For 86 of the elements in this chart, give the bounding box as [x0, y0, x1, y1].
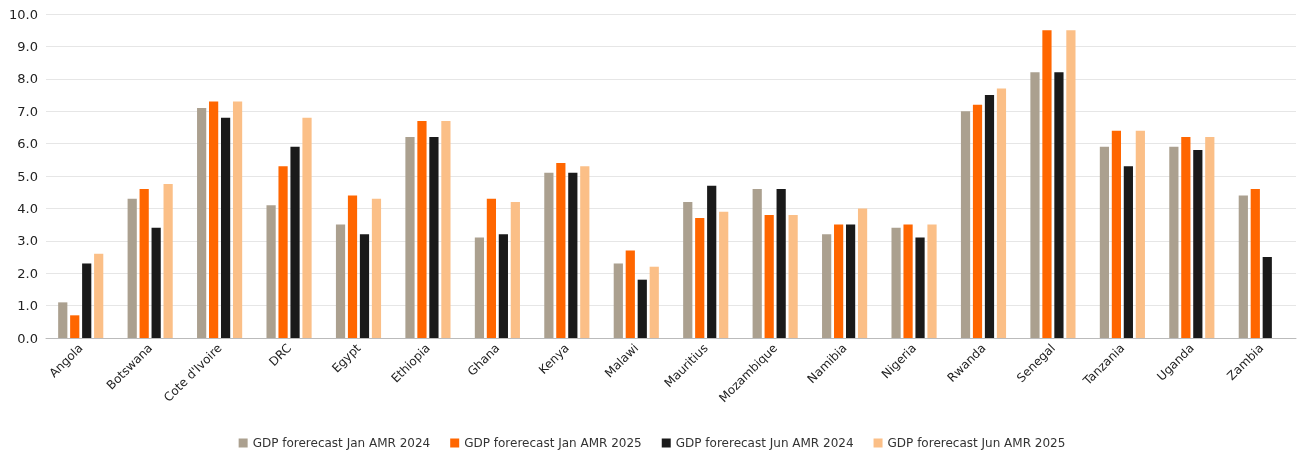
y-tick-label: 6.0 — [17, 136, 38, 152]
bar — [1042, 30, 1052, 338]
bar — [1111, 130, 1122, 338]
bar — [127, 198, 137, 338]
bar — [613, 263, 623, 338]
bar — [441, 120, 451, 338]
y-tick-label: 9.0 — [17, 38, 38, 54]
bar — [649, 266, 659, 338]
legend-label: GDP forerecast Jan AMR 2024 — [252, 436, 431, 450]
y-tick-label: 8.0 — [17, 71, 38, 87]
bar — [94, 253, 104, 338]
bar — [556, 163, 566, 338]
bar — [82, 263, 92, 338]
bar — [209, 101, 219, 338]
bar — [302, 117, 312, 338]
bar — [1099, 146, 1110, 338]
bar — [996, 88, 1007, 338]
y-tick-label: 1.0 — [17, 298, 38, 314]
bar — [1054, 72, 1064, 338]
bar — [788, 214, 798, 338]
bar — [891, 227, 901, 338]
y-tick-label: 4.0 — [17, 200, 38, 216]
bar — [510, 201, 520, 338]
y-tick-label: 5.0 — [17, 168, 38, 184]
bar — [857, 208, 868, 338]
bar — [1193, 150, 1203, 338]
bar — [719, 211, 729, 338]
bar — [139, 188, 149, 338]
bar — [429, 137, 439, 338]
bar — [695, 218, 705, 338]
bar — [474, 237, 485, 338]
y-tick-label: 10.0 — [9, 6, 38, 22]
bar — [1238, 195, 1248, 338]
bar — [834, 224, 844, 338]
bar — [776, 188, 786, 338]
bar — [1250, 188, 1260, 338]
bar — [1030, 72, 1040, 338]
y-tick-label: 0.0 — [17, 330, 38, 346]
bar — [972, 104, 983, 338]
bar — [232, 101, 243, 338]
bar — [266, 205, 276, 338]
bar — [927, 224, 937, 338]
bar — [290, 146, 300, 338]
bar — [498, 234, 508, 338]
y-tick-label: 3.0 — [17, 233, 38, 249]
bar — [70, 315, 80, 338]
bar — [683, 201, 693, 338]
bar — [1135, 130, 1145, 338]
bar — [707, 185, 717, 338]
bar — [1123, 166, 1133, 338]
y-tick-label: 7.0 — [17, 103, 38, 119]
legend-label: GDP forerecast Jan AMR 2025 — [464, 436, 642, 450]
bar — [1262, 257, 1272, 338]
bar — [371, 198, 382, 338]
bar — [822, 234, 832, 338]
bar — [347, 195, 358, 338]
y-tick-label: 2.0 — [17, 265, 38, 281]
legend-label: GDP forerecast Jun AMR 2024 — [675, 436, 854, 450]
bar — [163, 184, 173, 338]
legend-label: GDP forerecast Jun AMR 2025 — [887, 436, 1066, 450]
bar — [359, 234, 370, 338]
bar — [278, 166, 288, 338]
bar — [568, 172, 578, 338]
bar — [1205, 137, 1215, 338]
bar — [580, 166, 590, 338]
bar — [764, 214, 774, 338]
bar — [625, 250, 635, 338]
bar — [1066, 30, 1076, 338]
bar — [486, 198, 497, 338]
bar — [1181, 137, 1191, 338]
bar — [1169, 146, 1179, 338]
bar — [405, 137, 415, 338]
bar — [197, 107, 207, 338]
bar — [417, 120, 427, 338]
bar — [151, 227, 161, 338]
bar — [984, 95, 995, 338]
bar — [220, 117, 231, 338]
bar — [960, 111, 971, 338]
bar — [903, 224, 913, 338]
bar — [915, 237, 925, 338]
bar — [335, 224, 346, 338]
bar — [637, 279, 647, 338]
bar — [544, 172, 554, 338]
bar — [58, 302, 68, 338]
bar — [752, 188, 762, 338]
bar — [845, 224, 856, 338]
